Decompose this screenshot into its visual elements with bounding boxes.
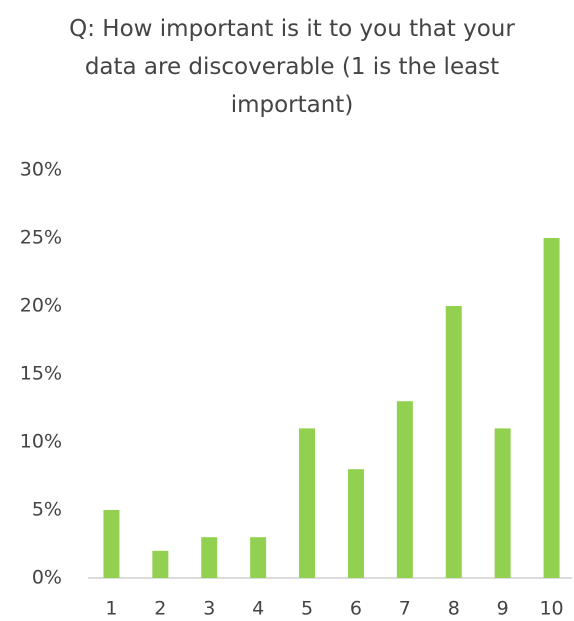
y-tick-label: 0% [32, 567, 62, 589]
x-tick-label: 8 [448, 598, 460, 620]
x-tick-label: 4 [252, 598, 264, 620]
x-tick-label: 1 [105, 598, 117, 620]
y-tick-label: 30% [20, 159, 62, 181]
bar [347, 469, 364, 578]
x-tick-label: 10 [539, 598, 563, 620]
bar [299, 428, 316, 578]
x-tick-label: 3 [203, 598, 215, 620]
bar [543, 238, 560, 578]
x-tick-label: 7 [399, 598, 411, 620]
x-tick-label: 9 [497, 598, 509, 620]
y-tick-label: 10% [20, 431, 62, 453]
bar [250, 537, 267, 578]
bar [103, 510, 120, 578]
y-tick-label: 5% [32, 499, 62, 521]
y-tick-label: 25% [20, 227, 62, 249]
y-tick-label: 15% [20, 363, 62, 385]
x-tick-label: 6 [350, 598, 362, 620]
bar [445, 306, 462, 578]
bar [494, 428, 511, 578]
x-tick-label: 5 [301, 598, 313, 620]
y-tick-label: 20% [20, 295, 62, 317]
bar [396, 401, 413, 578]
bar [201, 537, 218, 578]
chart-title: Q: How important is it to you that your … [69, 16, 515, 118]
x-tick-label: 2 [154, 598, 166, 620]
bar [152, 550, 169, 578]
